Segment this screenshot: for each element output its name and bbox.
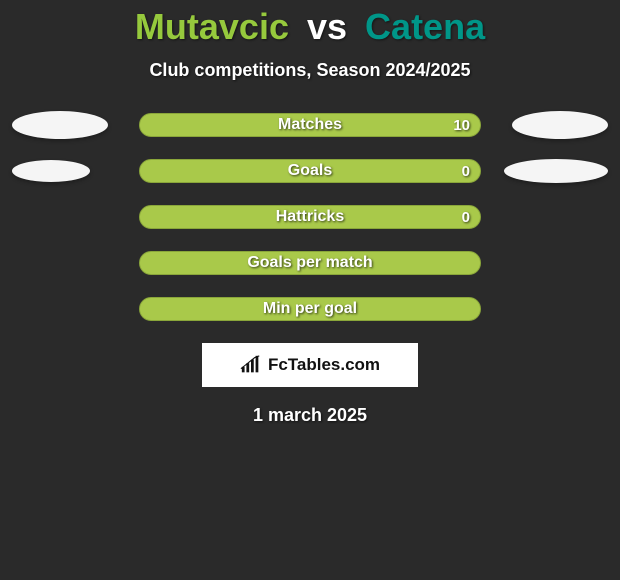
stat-label: Matches bbox=[140, 114, 480, 136]
stat-row: Goals0 bbox=[0, 159, 620, 183]
stat-value: 0 bbox=[462, 206, 470, 228]
stat-bar: Min per goal bbox=[139, 297, 481, 321]
stat-bar: Matches10 bbox=[139, 113, 481, 137]
stat-label: Goals bbox=[140, 160, 480, 182]
stat-bar: Hattricks0 bbox=[139, 205, 481, 229]
stat-row: Min per goal bbox=[0, 297, 620, 321]
page-title: Mutavcic vs Catena bbox=[135, 6, 485, 48]
stat-value: 10 bbox=[453, 114, 470, 136]
comparison-card: Mutavcic vs Catena Club competitions, Se… bbox=[0, 0, 620, 426]
player1-name: Mutavcic bbox=[135, 6, 289, 47]
stats-area: Matches10Goals0Hattricks0Goals per match… bbox=[0, 113, 620, 321]
stat-value: 0 bbox=[462, 160, 470, 182]
player-marker-ellipse bbox=[512, 111, 608, 139]
stat-bar: Goals per match bbox=[139, 251, 481, 275]
player2-name: Catena bbox=[365, 6, 485, 47]
vs-label: vs bbox=[307, 6, 347, 47]
stat-row: Hattricks0 bbox=[0, 205, 620, 229]
subtitle: Club competitions, Season 2024/2025 bbox=[149, 60, 470, 81]
stat-row: Matches10 bbox=[0, 113, 620, 137]
logo-box: FcTables.com bbox=[202, 343, 418, 387]
date-label: 1 march 2025 bbox=[253, 405, 367, 426]
stat-bar: Goals0 bbox=[139, 159, 481, 183]
stat-label: Goals per match bbox=[140, 252, 480, 274]
player-marker-ellipse bbox=[12, 111, 108, 139]
player-marker-ellipse bbox=[504, 159, 608, 183]
stat-label: Min per goal bbox=[140, 298, 480, 320]
logo-text: FcTables.com bbox=[268, 355, 380, 375]
stat-label: Hattricks bbox=[140, 206, 480, 228]
bar-chart-icon bbox=[240, 355, 262, 375]
stat-row: Goals per match bbox=[0, 251, 620, 275]
player-marker-ellipse bbox=[12, 160, 90, 182]
